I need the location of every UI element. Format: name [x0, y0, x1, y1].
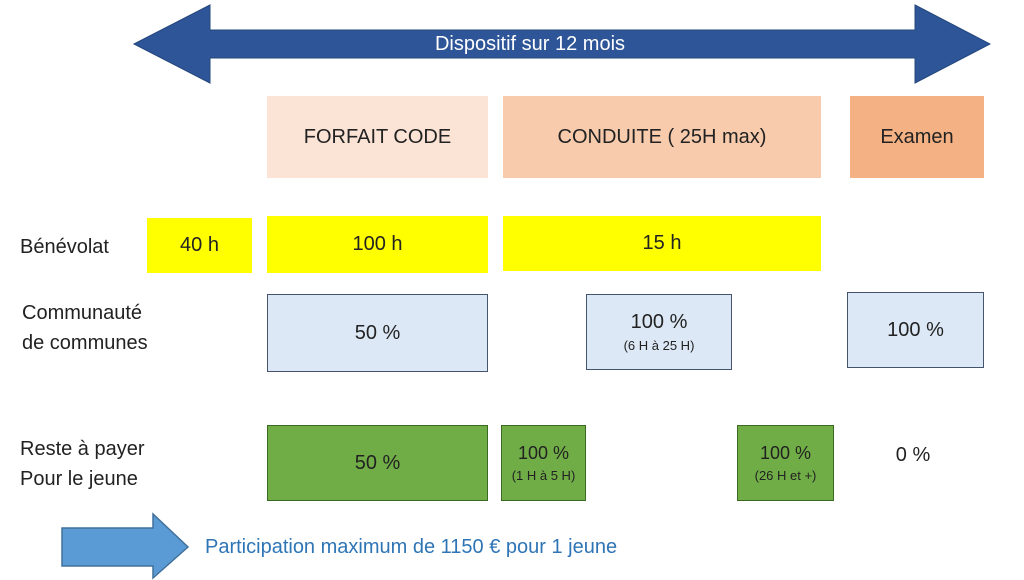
- row-label-reste-line2: Pour le jeune: [20, 468, 138, 490]
- footer-text: Participation maximum de 1150 € pour 1 j…: [205, 536, 618, 558]
- reste-conduite-b-note: (26 H et +): [754, 468, 817, 483]
- reste-conduite-a-note: (1 H à 5 H): [511, 468, 576, 483]
- row-label-reste-line1: Reste à payer: [20, 438, 145, 460]
- timeline-double-arrow: [132, 4, 992, 84]
- phase-forfait-code: FORFAIT CODE: [267, 96, 488, 178]
- reste-conduite-b-value: 100 %: [759, 443, 812, 463]
- row-label-reste: Reste à payer Pour le jeune: [20, 434, 200, 496]
- communaute-examen-cell: 100 %: [847, 292, 984, 368]
- row-label-communaute-line2: de communes: [22, 332, 148, 354]
- communaute-forfait-cell: 50 %: [267, 294, 488, 372]
- phase-conduite: CONDUITE ( 25H max): [503, 96, 821, 178]
- reste-examen-cell: 0 %: [895, 443, 931, 466]
- communaute-conduite-note: (6 H à 25 H): [623, 338, 695, 353]
- reste-forfait-cell: 50 %: [267, 425, 488, 501]
- row-label-benevolat: Bénévolat: [20, 236, 109, 258]
- benevolat-pre-cell: 40 h: [147, 218, 252, 273]
- phase-examen: Examen: [850, 96, 984, 178]
- row-label-communaute-line1: Communauté: [22, 302, 143, 324]
- communaute-conduite-value: 100 %: [630, 311, 688, 333]
- reste-conduite-a-value: 100 %: [517, 443, 570, 463]
- footer-arrow: [61, 512, 190, 580]
- timeline-label: Dispositif sur 12 mois: [434, 33, 626, 55]
- benevolat-forfait-cell: 100 h: [267, 216, 488, 273]
- benevolat-conduite-cell: 15 h: [503, 216, 821, 271]
- reste-conduite-b-cell: 100 % (26 H et +): [737, 425, 834, 501]
- row-label-communaute: Communauté de communes: [22, 298, 202, 360]
- reste-conduite-a-cell: 100 % (1 H à 5 H): [501, 425, 586, 501]
- communaute-conduite-cell: 100 % (6 H à 25 H): [586, 294, 732, 370]
